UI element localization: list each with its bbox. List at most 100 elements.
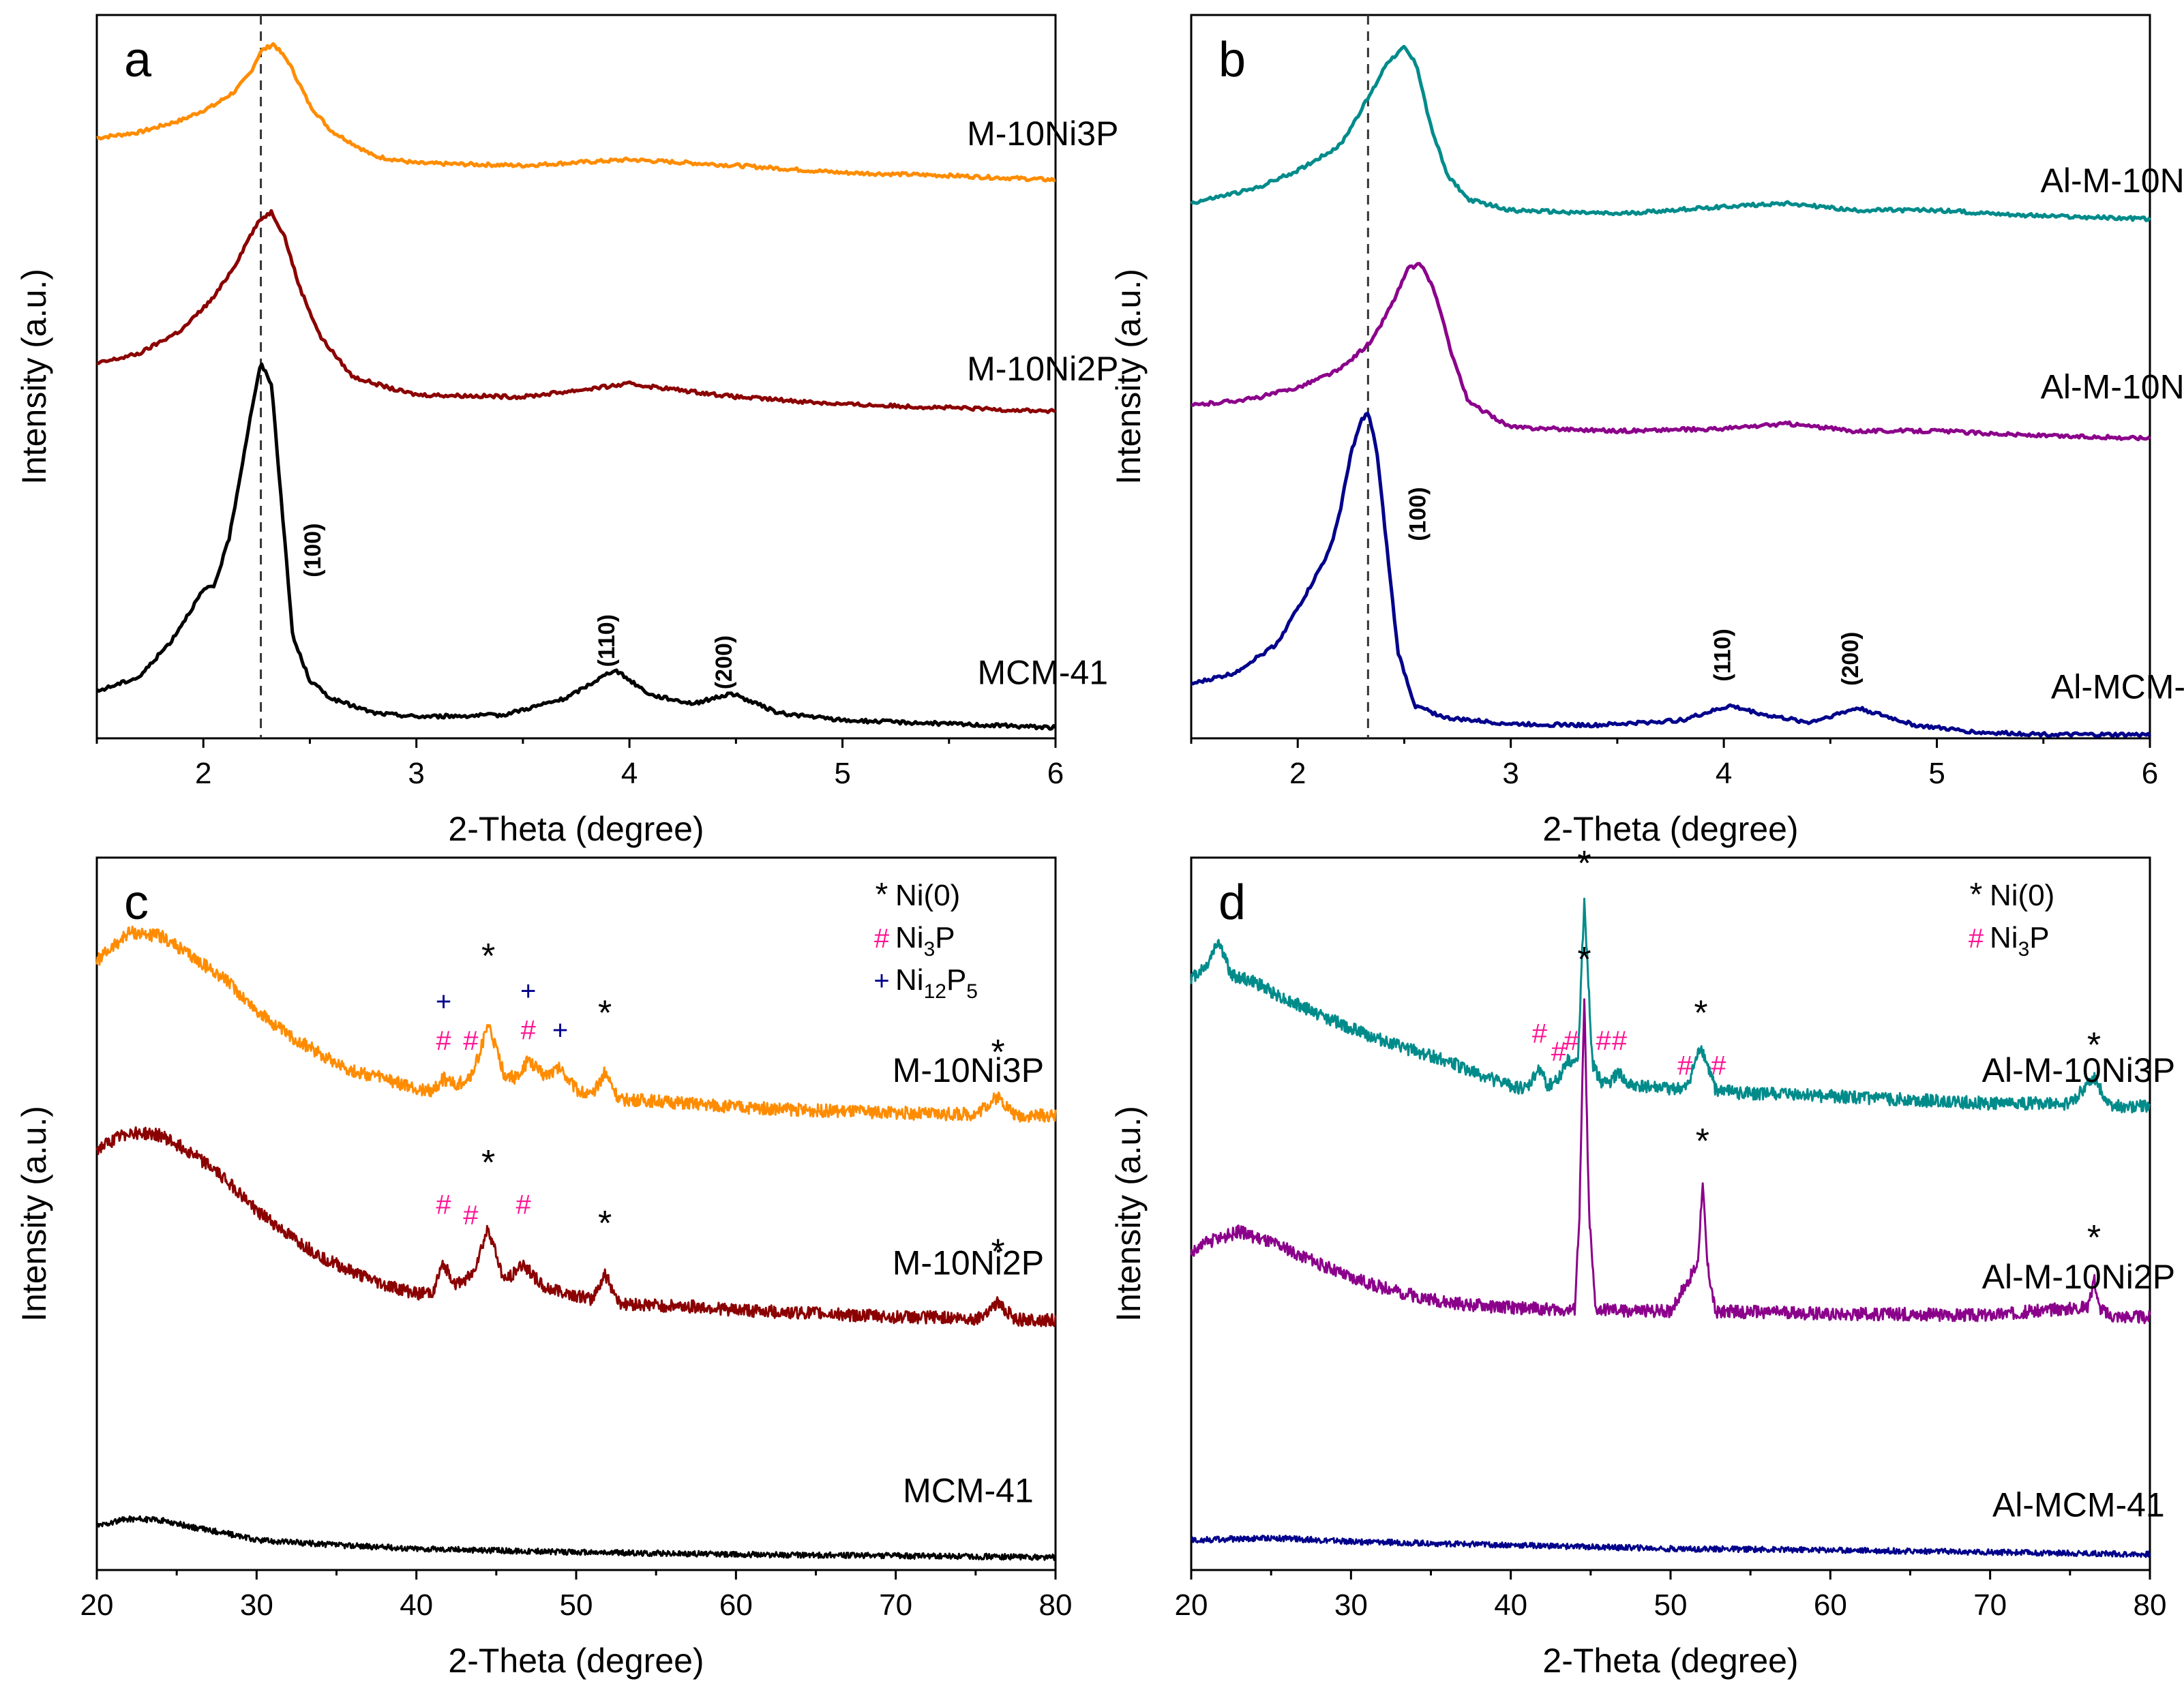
x-axis-title: 2-Theta (degree) [1542,810,1798,848]
x-tick-label: 20 [1175,1588,1208,1622]
legend-symbol: * [876,877,888,913]
phase-marker-ni0: * [598,994,612,1033]
series-line [1191,411,2152,738]
legend-symbol: # [874,924,890,954]
series-label: Al-MCM-41 [2051,668,2184,706]
panel-b: 2 3 4 5 6 2-Theta (degree) Intensity (a.u.) b Al… [1109,14,2184,848]
x-tick-label: 4 [621,757,638,790]
legend-subscript: 5 [966,980,978,1003]
panel-letter: c [124,875,149,930]
x-tick-label: 5 [834,757,850,790]
phase-marker-ni0: * [2087,1218,2101,1258]
phase-marker-ni12p5: + [520,976,536,1006]
phase-marker-ni0: * [991,1233,1005,1272]
series-line [1191,1535,2151,1558]
legend-item-ni0: * Ni(0) [1970,877,2055,913]
series-line [95,1515,1057,1561]
x-tick-label: 4 [1716,757,1732,790]
phase-marker-ni0: * [1577,940,1591,980]
panel-letter: b [1218,33,1246,87]
series-line [1190,998,2151,1325]
series-line [95,925,1057,1123]
series-label: M-10Ni2P [893,1243,1044,1282]
phase-marker-ni3p: # [516,1190,532,1220]
legend-text: P [935,921,955,954]
phase-marker-ni3p: # [1612,1026,1628,1056]
legend-label: Ni3P [895,921,955,961]
phase-marker-ni3p: # [1532,1019,1548,1049]
phase-marker-ni3p: # [436,1026,451,1056]
legend-item-ni12p5: + Ni12P5 [873,963,978,1003]
panel-c: 20 30 40 50 60 70 80 2-Theta (degree) Intensity … [15,856,1073,1680]
series-label: M-10Ni3P [967,115,1118,153]
x-tick-label: 6 [1047,757,1064,790]
y-axis-title: Intensity (a.u.) [15,1106,53,1322]
series-label: Al-M-10Ni3P [2041,162,2184,200]
miller-index-label: (200) [1838,632,1864,686]
phase-marker-ni3p: # [1564,1026,1580,1056]
miller-index-label: (110) [594,614,620,667]
series-label: MCM-41 [977,653,1108,691]
legend-label: Ni12P5 [895,963,978,1003]
legend-item-ni3p: # Ni3P [1969,921,2050,961]
plot-frame [1190,14,2151,740]
phase-marker-ni0: * [598,1204,612,1243]
plot-frame [95,14,1057,740]
legend-symbol: # [1969,924,1984,954]
x-tick-label: 3 [1502,757,1519,790]
x-tick-label: 30 [240,1588,273,1622]
series-line [96,42,1056,183]
phase-marker-ni0: * [1696,1122,1709,1162]
phase-marker-ni0: * [1694,994,1707,1033]
x-tick-label: 40 [1494,1588,1527,1622]
y-axis-title: Intensity (a.u.) [1109,1106,1148,1322]
x-tick-label: 2 [195,757,211,790]
x-tick-label: 2 [1289,757,1306,790]
series-label: M-10Ni2P [967,350,1118,388]
phase-marker-ni3p: # [521,1015,537,1045]
x-tick-label: 60 [1814,1588,1847,1622]
x-tick-label: 30 [1334,1588,1368,1622]
legend-item-ni0: * Ni(0) [876,877,961,913]
phase-marker-ni0: * [481,1143,495,1183]
phase-marker-ni0: * [1577,844,1591,884]
series-line [95,362,1057,731]
miller-index-label: (200) [711,635,737,689]
x-tick-label: 80 [1039,1588,1073,1622]
series-label: Al-M-10Ni3P [1982,1051,2175,1089]
legend-label: Ni3P [1990,921,2050,961]
legend-label: Ni(0) [895,879,960,912]
series-line [1190,44,2151,222]
legend-text: Ni [1990,921,2018,954]
x-tick-label: 70 [1973,1588,2007,1622]
phase-marker-ni0: * [2087,1026,2101,1066]
series-label: Al-M-10Ni2P [2041,367,2184,406]
series-label: Al-MCM-41 [1992,1486,2165,1524]
phase-marker-ni3p: # [1677,1051,1693,1081]
phase-marker-ni3p: # [463,1201,479,1231]
x-axis-title: 2-Theta (degree) [1542,1642,1798,1680]
panel-a: 2 3 4 5 6 2-Theta (degree) Intensity (a.u.) a M-… [15,14,1118,848]
y-axis-title: Intensity (a.u.) [1109,269,1148,485]
legend-subscript: 3 [2018,938,2030,961]
series-line [1191,262,2151,442]
series-label: MCM-41 [903,1472,1034,1510]
series-line [96,209,1056,414]
x-axis-title: 2-Theta (degree) [448,810,704,848]
y-axis-title: Intensity (a.u.) [15,269,53,485]
phase-marker-ni3p: # [436,1190,451,1220]
panel-letter: a [124,33,152,87]
legend-subscript: 12 [924,980,946,1003]
x-tick-label: 20 [80,1588,114,1622]
phase-marker-ni3p: # [463,1026,479,1056]
phase-marker-ni3p: # [1551,1037,1567,1067]
miller-index-label: (110) [1709,629,1735,682]
phase-marker-ni0: * [991,1033,1005,1072]
phase-marker-ni0: * [481,937,495,976]
panel-letter: d [1218,875,1246,930]
series-line [95,1126,1057,1327]
plot-frame [1190,856,2151,1571]
phase-marker-ni3p: # [1596,1026,1611,1056]
x-tick-label: 80 [2134,1588,2167,1622]
